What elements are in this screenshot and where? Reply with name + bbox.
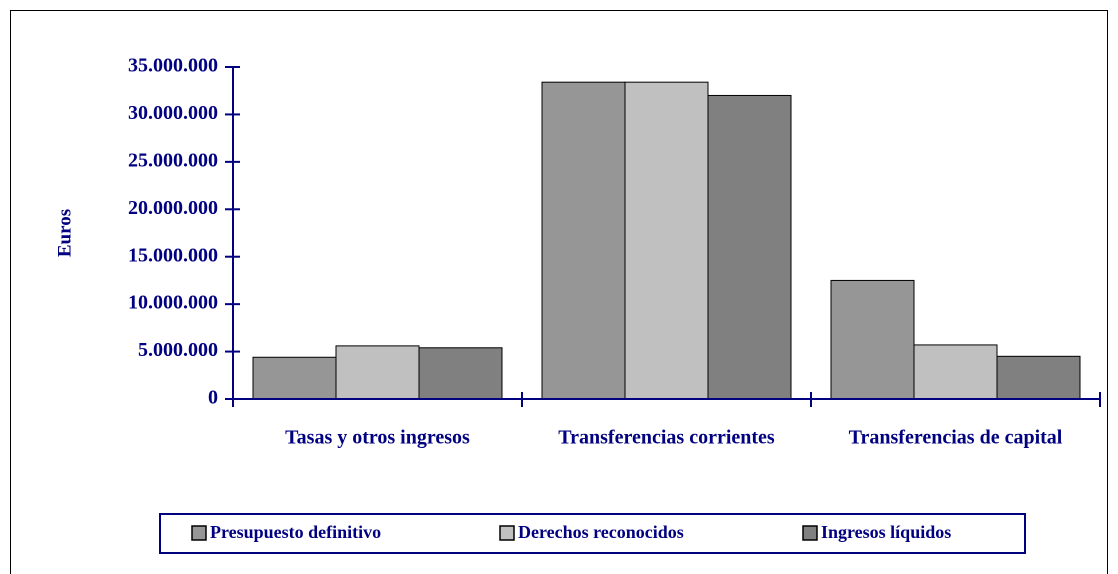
y-tick-label: 5.000.000 bbox=[138, 339, 218, 361]
bar bbox=[541, 81, 626, 400]
legend-label: Presupuesto definitivo bbox=[210, 522, 381, 542]
x-tick-label: Tasas y otros ingresos bbox=[285, 427, 470, 449]
bar bbox=[830, 279, 915, 400]
y-tick-label: 35.000.000 bbox=[128, 55, 218, 77]
legend-swatch bbox=[802, 525, 818, 541]
chart-border bbox=[10, 10, 1108, 574]
bar bbox=[913, 344, 998, 400]
legend-label: Derechos reconocidos bbox=[518, 522, 684, 542]
bar bbox=[707, 94, 792, 400]
bar bbox=[996, 355, 1081, 400]
bar bbox=[624, 81, 709, 400]
legend-swatch bbox=[499, 525, 515, 541]
bar bbox=[418, 347, 503, 400]
y-tick-label: 25.000.000 bbox=[128, 149, 218, 171]
legend-label: Ingresos líquidos bbox=[821, 522, 951, 542]
legend-swatch bbox=[191, 525, 207, 541]
y-tick-label: 30.000.000 bbox=[128, 102, 218, 124]
y-tick-label: 20.000.000 bbox=[128, 197, 218, 219]
legend-box bbox=[159, 513, 1026, 554]
y-tick-label: 15.000.000 bbox=[128, 244, 218, 266]
y-axis-label: Euros bbox=[54, 209, 75, 257]
x-tick-label: Transferencias de capital bbox=[849, 427, 1063, 449]
y-tick-label: 0 bbox=[208, 387, 218, 409]
y-tick-label: 10.000.000 bbox=[128, 292, 218, 314]
bar bbox=[252, 356, 337, 400]
x-tick-label: Transferencias corrientes bbox=[558, 427, 775, 449]
bar bbox=[335, 345, 420, 400]
